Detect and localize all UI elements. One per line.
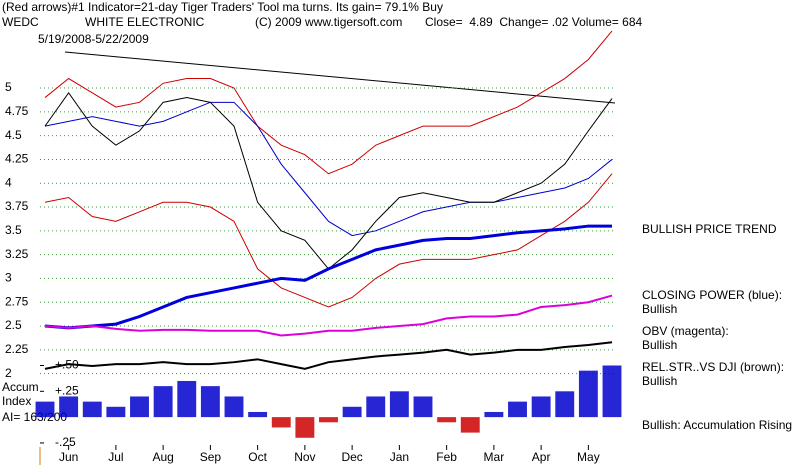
bar [602, 365, 622, 418]
panel-label: AI= 163/200 [2, 410, 67, 424]
bar [508, 401, 527, 418]
annotation: Bullish [642, 302, 677, 316]
bar [389, 391, 409, 418]
y-tick-label: 3.25 [5, 247, 29, 261]
bar [342, 406, 362, 418]
trend-line [64, 51, 616, 104]
annotation: Bullish [642, 374, 677, 388]
bar [35, 401, 55, 418]
series-line [44, 341, 613, 370]
bar [59, 396, 79, 418]
annotation: REL.STR..VS DJI (brown): [642, 360, 784, 374]
x-tick-label: Feb [436, 450, 457, 464]
bar [248, 411, 268, 418]
x-tick-label: Apr [532, 450, 551, 464]
y-tick-label: 2.25 [5, 342, 29, 356]
y-tick-label: 4.5 [5, 128, 22, 142]
y-tick-label: 4 [5, 175, 12, 189]
x-tick-label: Nov [294, 450, 315, 464]
y-tick-label: +.25 [55, 383, 79, 397]
bar [271, 417, 291, 428]
bar [295, 417, 315, 438]
y-tick-label: 3 [5, 271, 12, 285]
y-tick-label: 4.75 [5, 104, 29, 118]
bar [413, 396, 433, 418]
date-range: 5/19/2008-5/22/2009 [38, 32, 149, 46]
annotation: BULLISH PRICE TREND [642, 222, 777, 236]
x-tick-label: Aug [152, 450, 173, 464]
x-tick-label: May [577, 450, 600, 464]
series-line [44, 173, 613, 308]
series-line [44, 224, 612, 330]
bar [153, 386, 173, 418]
y-tick-label: 5 [5, 80, 12, 94]
bar [555, 391, 575, 418]
bar [366, 396, 386, 418]
y-tick-label: 2 [5, 366, 12, 380]
bar [177, 380, 197, 418]
bar [437, 417, 457, 423]
ticker: WEDC [2, 15, 39, 29]
y-tick-label: 3.5 [5, 223, 22, 237]
y-tick-label: 2.5 [5, 318, 22, 332]
bar [106, 406, 126, 418]
annotation: Bullish: Accumulation Rising [642, 418, 792, 432]
x-tick-label: Jan [390, 450, 409, 464]
x-tick-label: Sep [200, 450, 222, 464]
annotation: OBV (magenta): [642, 324, 729, 338]
header: (Red arrows)#1 Indicator=21-day Tiger Tr… [2, 0, 443, 14]
bar [200, 386, 220, 418]
series-line [44, 294, 613, 337]
bar [460, 417, 480, 433]
bar [82, 401, 102, 418]
company: WHITE ELECTRONIC [85, 15, 205, 29]
y-tick-label: -.25 [55, 435, 76, 449]
annotation: Bullish [642, 338, 677, 352]
x-tick-label: Mar [484, 450, 505, 464]
copyright: (C) 2009 www.tigersoft.com [255, 15, 402, 29]
panel-label: Accum [2, 380, 39, 394]
series-line [44, 101, 613, 237]
y-tick-label: 2.75 [5, 294, 29, 308]
bar [319, 417, 338, 423]
bar [531, 396, 551, 418]
bar [130, 396, 149, 418]
x-tick-label: Oct [248, 450, 267, 464]
bar [578, 370, 598, 418]
x-tick-label: Jul [108, 450, 123, 464]
y-tick-label: 3.75 [5, 199, 29, 213]
x-tick-label: Jun [59, 450, 78, 464]
series-line [44, 30, 613, 175]
bar [484, 411, 504, 418]
bar [224, 396, 244, 418]
annotation: CLOSING POWER (blue): [642, 288, 782, 302]
y-tick-label: 4.25 [5, 152, 29, 166]
x-tick-label: Dec [341, 450, 362, 464]
y-tick-label: +.50 [55, 358, 79, 372]
quote: Close= 4.89 Change= .02 Volume= 684 [425, 15, 642, 29]
panel-label: Index [2, 394, 31, 408]
